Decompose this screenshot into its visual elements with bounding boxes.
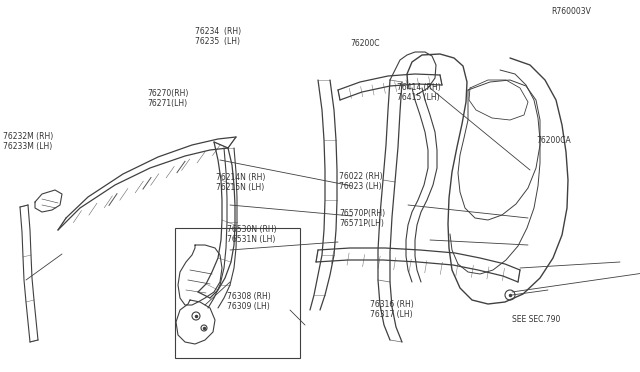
Text: SEE SEC.790: SEE SEC.790 bbox=[512, 315, 561, 324]
Text: 76234  (RH)
76235  (LH): 76234 (RH) 76235 (LH) bbox=[195, 27, 241, 46]
Text: 76214N (RH)
76215N (LH): 76214N (RH) 76215N (LH) bbox=[216, 173, 266, 192]
Bar bbox=[175, 228, 300, 358]
Text: 76414 (RH)
76415 (LH): 76414 (RH) 76415 (LH) bbox=[397, 83, 440, 102]
Text: 76308 (RH)
76309 (LH): 76308 (RH) 76309 (LH) bbox=[227, 292, 271, 311]
Text: 76530N (RH)
76531N (LH): 76530N (RH) 76531N (LH) bbox=[227, 225, 277, 244]
Text: 76270(RH)
76271(LH): 76270(RH) 76271(LH) bbox=[147, 89, 189, 108]
Text: 76200C: 76200C bbox=[351, 39, 380, 48]
Text: 76570P(RH)
76571P(LH): 76570P(RH) 76571P(LH) bbox=[339, 209, 385, 228]
Text: 76232M (RH)
76233M (LH): 76232M (RH) 76233M (LH) bbox=[3, 132, 54, 151]
Text: 76200CA: 76200CA bbox=[536, 136, 571, 145]
Text: 76022 (RH)
76023 (LH): 76022 (RH) 76023 (LH) bbox=[339, 172, 383, 191]
Text: R760003V: R760003V bbox=[552, 7, 591, 16]
Text: 76316 (RH)
76317 (LH): 76316 (RH) 76317 (LH) bbox=[370, 300, 413, 319]
